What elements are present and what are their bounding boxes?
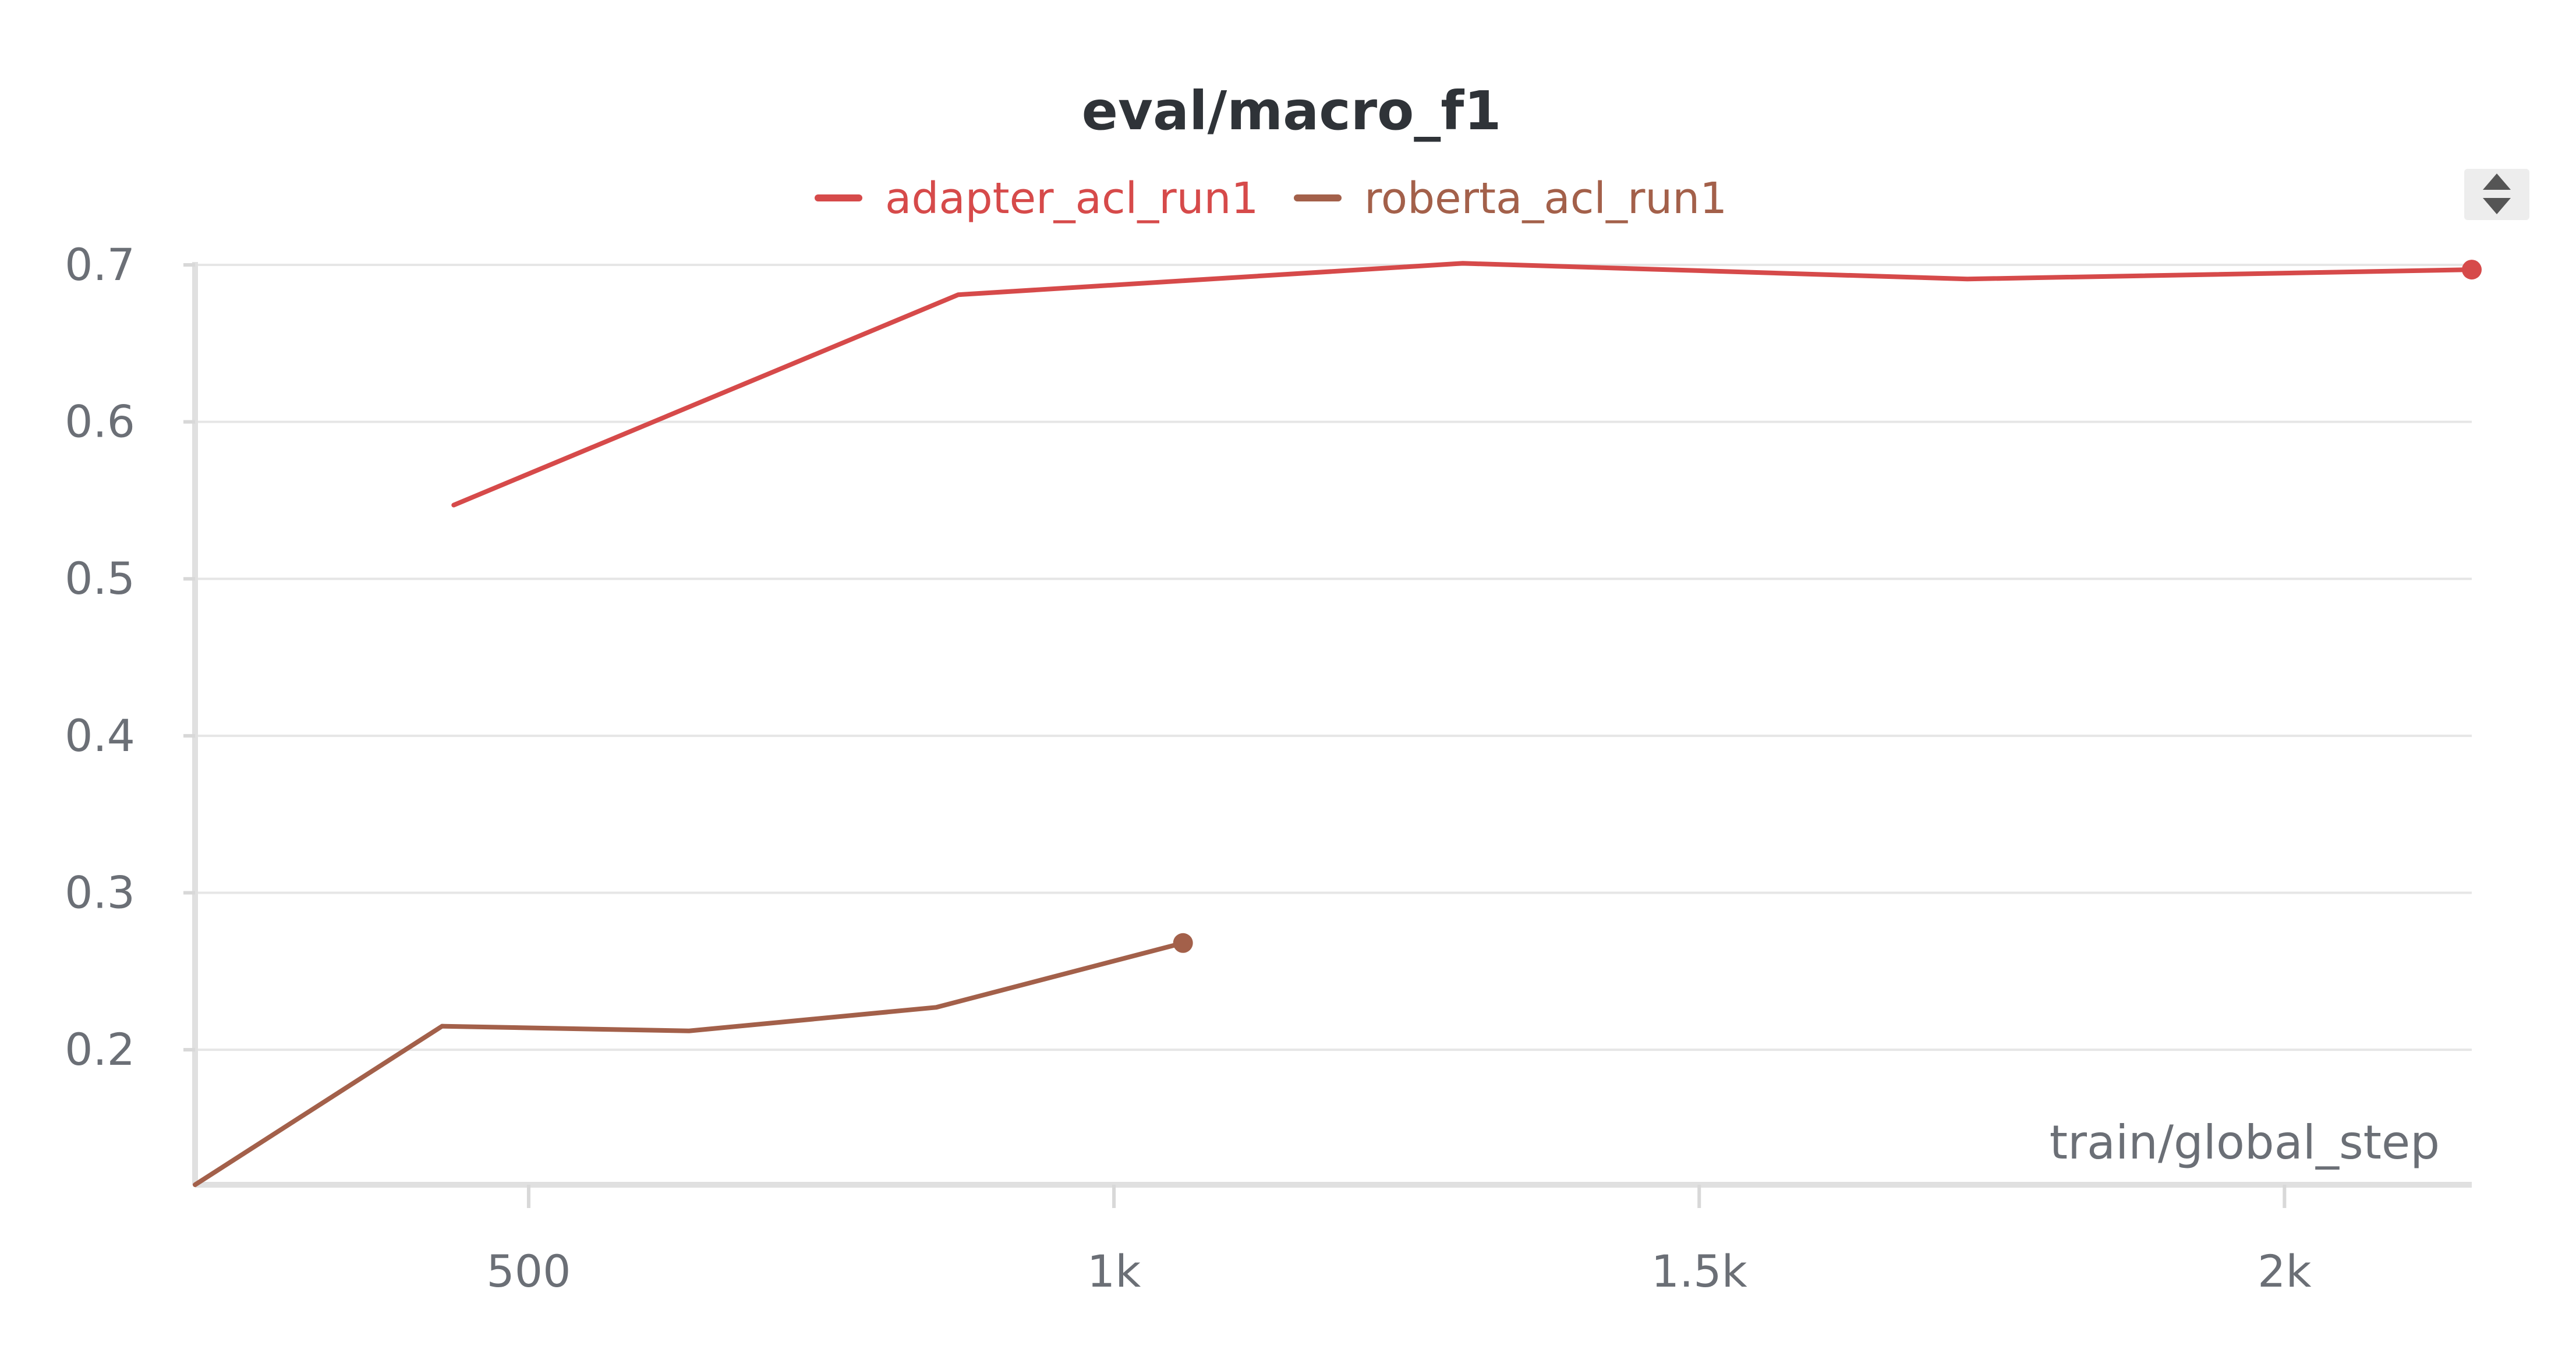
series-0-point-4 xyxy=(2462,260,2482,280)
chart-title: eval/macro_f1 xyxy=(1082,80,1502,142)
y-axis-ticks: 0.2 0.3 0.4 0.5 0.6 0.7 xyxy=(65,239,195,1075)
series-0-point-1 xyxy=(956,292,961,297)
series-line-1 xyxy=(193,940,1186,1187)
sort-up-down-icon[interactable] xyxy=(2483,173,2511,214)
series-1-point-4 xyxy=(1173,933,1193,953)
x-tick-label-2: 1.5k xyxy=(1651,1245,1747,1297)
axes xyxy=(192,262,2472,1188)
series-group xyxy=(193,260,2482,1187)
x-axis-label: train/global_step xyxy=(2050,1115,2440,1170)
y-tick-label-0: 0.2 xyxy=(65,1023,135,1075)
series-1-point-2 xyxy=(687,1029,691,1033)
sort-control-background[interactable] xyxy=(2464,169,2529,220)
legend: adapter_acl_run1 roberta_acl_run1 xyxy=(815,173,1727,224)
y-tick-label-5: 0.7 xyxy=(65,239,135,291)
x-tick-label-1: 1k xyxy=(1087,1245,1141,1297)
series-1-point-3 xyxy=(934,1005,939,1010)
grid xyxy=(195,264,2472,1051)
y-tick-label-4: 0.6 xyxy=(65,396,135,448)
sort-control[interactable] xyxy=(2464,169,2529,220)
series-0-point-2 xyxy=(1460,261,1465,265)
x-axis-ticks: 500 1k 1.5k 2k xyxy=(486,1185,2312,1297)
x-tick-label-3: 2k xyxy=(2257,1245,2311,1297)
series-0-point-0 xyxy=(451,503,456,508)
legend-label-0[interactable]: adapter_acl_run1 xyxy=(885,173,1259,224)
series-1-point-0 xyxy=(193,1182,197,1187)
series-line-0 xyxy=(451,261,2474,508)
series-1-point-1 xyxy=(440,1024,444,1029)
series-0-point-3 xyxy=(1965,277,1970,281)
y-tick-label-2: 0.4 xyxy=(65,710,135,761)
y-tick-label-1: 0.3 xyxy=(65,866,135,918)
y-tick-label-3: 0.5 xyxy=(65,552,135,604)
x-tick-label-0: 500 xyxy=(486,1245,571,1297)
legend-label-1[interactable]: roberta_acl_run1 xyxy=(1364,173,1727,224)
